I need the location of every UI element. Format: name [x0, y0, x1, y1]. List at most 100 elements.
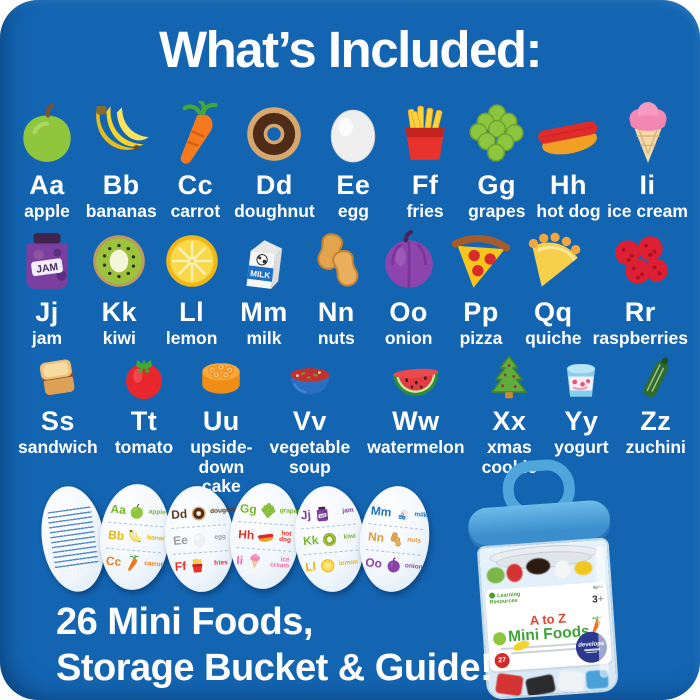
- bananas-image: [88, 99, 154, 167]
- tomato-image: [119, 351, 169, 403]
- food-letter: Kk: [101, 297, 138, 327]
- footer-line-2: Storage Bucket & Guide!: [56, 647, 493, 690]
- food-item-lemon: Ll lemon: [159, 226, 225, 349]
- food-letter: Gg: [477, 170, 517, 200]
- guide-card-abc: Aa apple Bb bananas Cc carrot: [95, 481, 174, 593]
- food-item-tomato: Tt tomato: [115, 351, 173, 458]
- guide-name: nuts: [406, 536, 422, 545]
- food-item-xmas-cookie: Xx xmas cookie: [482, 351, 537, 477]
- guide-letter: Nn: [367, 529, 385, 545]
- milk-icon: MILK: [394, 504, 413, 523]
- food-item-upside-down-cake: Uu upside- down cake: [190, 351, 252, 497]
- food-name: yogurt: [554, 437, 609, 458]
- food-item-grapes: Gg grapes: [464, 99, 530, 222]
- guide-entry-bananas: Bb bananas: [106, 521, 174, 552]
- food-letter: Xx: [492, 406, 527, 436]
- brand-logo: Learning Resources: [489, 591, 521, 606]
- piece-count-badge: 27: [494, 652, 511, 669]
- food-item-doughnut: Dd doughnut: [234, 99, 315, 222]
- food-blob: [573, 560, 593, 576]
- food-letter: Qq: [534, 297, 573, 327]
- guide-entry-jam: Jj JAM jam: [299, 498, 356, 528]
- guide-letter: Ii: [235, 553, 244, 568]
- food-name: ice cream: [607, 201, 688, 222]
- guide-entry-kiwi: Kk kiwi: [300, 523, 358, 554]
- guide-name: jam: [342, 506, 354, 515]
- food-item-carrot: Cc carrot: [162, 99, 228, 222]
- jam-icon: JAM: [313, 504, 331, 522]
- guide-entry-lemon: Ll lemon: [303, 549, 361, 580]
- food-letter: Bb: [102, 170, 140, 200]
- food-name: upside- down cake: [190, 437, 253, 497]
- food-letter: Ii: [639, 170, 656, 200]
- lemon-image: [159, 226, 225, 294]
- food-item-quiche: Qq quiche: [520, 226, 586, 349]
- guide-entry-apple: Aa apple: [108, 496, 166, 526]
- food-letter: Nn: [317, 297, 355, 327]
- watermelon-image: [391, 351, 441, 403]
- food-item-yogurt: Yy yogurt: [554, 351, 609, 458]
- carrot-icon: [124, 554, 142, 572]
- food-blob: [553, 560, 572, 580]
- guide-name: egg: [214, 532, 227, 541]
- food-blob: [524, 673, 557, 698]
- food-letter: Jj: [35, 297, 59, 327]
- guide-entry-onion: Oo onion: [363, 548, 423, 581]
- food-letter: Ll: [179, 297, 205, 327]
- food-letter: Uu: [202, 406, 240, 436]
- onion-icon: [384, 556, 403, 575]
- guide-entry-hotdog: Hh hot dog: [236, 520, 294, 551]
- food-blob: [557, 669, 586, 693]
- sandwich-image: [33, 351, 83, 403]
- food-letter: Pp: [463, 297, 499, 327]
- quiche-image: [520, 226, 586, 294]
- food-item-egg: Ee egg: [320, 99, 386, 222]
- food-letter: Aa: [29, 170, 65, 200]
- doughnut-icon: [190, 504, 208, 522]
- zucchini-image: [631, 351, 681, 403]
- food-letter: Tt: [130, 406, 158, 436]
- food-letter: Mm: [240, 297, 288, 327]
- food-grid-row-3: Ss sandwich Tt tomato Uu upside- down ca…: [18, 351, 686, 497]
- food-grid-row-2: JAM Jj jam Kk kiwi Ll lemon MILK Mm milk…: [14, 226, 688, 349]
- nuts-icon: [386, 530, 405, 549]
- food-item-watermelon: Ww watermelon: [367, 351, 465, 458]
- guide-booklet-fan: Aa apple Bb bananas Cc carrot Dd doughnut Ee…: [34, 480, 438, 598]
- guide-letter: Mm: [370, 503, 393, 520]
- guide-entry-doughnut: Dd doughnut: [169, 499, 240, 528]
- food-name: milk: [246, 328, 282, 349]
- food-item-onion: Oo onion: [376, 226, 442, 349]
- food-letter: Ww: [392, 406, 440, 436]
- food-letter: Dd: [255, 170, 293, 200]
- guide-letter: Cc: [105, 553, 122, 569]
- food-blob: [495, 672, 524, 697]
- food-name: kiwi: [102, 328, 136, 349]
- guide-card-jkl: Jj JAM jam Kk kiwi Ll lemon: [290, 483, 369, 595]
- guide-entry-icecream: Ii ice cream: [234, 546, 292, 577]
- carrot-image: [162, 99, 228, 167]
- grapes-icon: [259, 501, 277, 519]
- food-item-raspberries: Rr raspberries: [593, 226, 688, 349]
- food-name: egg: [337, 201, 369, 222]
- apple-icon: [128, 502, 146, 520]
- food-item-fries: Ff fries: [392, 99, 458, 222]
- guide-name: ice cream: [269, 555, 290, 570]
- svg-text:MILK: MILK: [399, 516, 405, 519]
- jam-image: JAM: [14, 226, 80, 294]
- guide-letter: Aa: [109, 501, 127, 518]
- food-name: bananas: [85, 201, 157, 222]
- icecream-icon: [246, 552, 264, 570]
- nuts-image: [303, 226, 369, 294]
- guide-letter: Gg: [239, 501, 258, 517]
- food-name: jam: [31, 328, 63, 349]
- food-letter: Hh: [549, 170, 587, 200]
- cookie-image: [484, 351, 534, 403]
- grapes-image: [464, 99, 530, 167]
- guide-letter: Hh: [237, 527, 255, 543]
- onion-image: [376, 226, 442, 294]
- food-name: pizza: [459, 328, 503, 349]
- guide-letter: Dd: [170, 506, 188, 522]
